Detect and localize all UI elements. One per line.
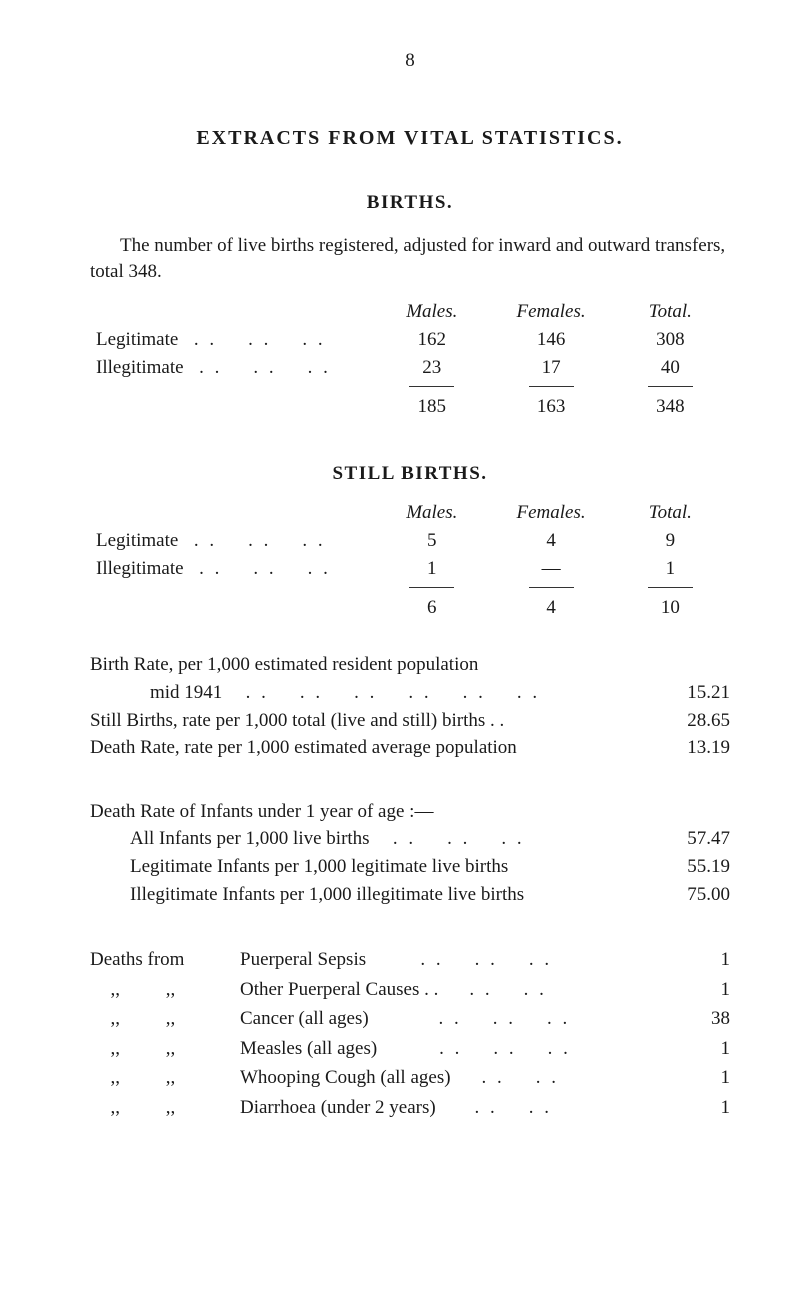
- rate-value: 15.21: [640, 680, 730, 706]
- rate-row: All Infants per 1,000 live births . . . …: [90, 826, 730, 852]
- table-header-row: Males. Females. Total.: [90, 499, 730, 527]
- ditto: ,, ,,: [90, 1063, 240, 1092]
- rate-label: Still Births, rate per 1,000 total (live…: [90, 708, 640, 734]
- totals-row: 185 163 348: [90, 393, 730, 421]
- rate-label: Death Rate, rate per 1,000 estimated ave…: [90, 735, 640, 761]
- deaths-value: 1: [660, 1034, 730, 1063]
- deaths-row: ,, ,, Measles (all ages) . . . . . . 1: [90, 1034, 730, 1063]
- cell: 163: [491, 393, 610, 421]
- main-title: EXTRACTS FROM VITAL STATISTICS.: [90, 127, 730, 150]
- col-total: Total.: [611, 298, 730, 326]
- cell: 23: [372, 354, 491, 382]
- rate-row: Illegitimate Infants per 1,000 illegitim…: [90, 882, 730, 908]
- deaths-cause: Measles (all ages) . . . . . .: [240, 1034, 660, 1063]
- ditto: ,, ,,: [90, 1004, 240, 1033]
- deaths-row: ,, ,, Cancer (all ages) . . . . . . 38: [90, 1004, 730, 1033]
- cell: 1: [611, 555, 730, 583]
- infant-deaths-heading: Death Rate of Infants under 1 year of ag…: [90, 799, 730, 825]
- rate-row: Death Rate, rate per 1,000 estimated ave…: [90, 735, 730, 761]
- rate-row: Birth Rate, per 1,000 estimated resident…: [90, 652, 730, 678]
- cell: —: [491, 555, 610, 583]
- rate-label: Birth Rate, per 1,000 estimated resident…: [90, 652, 640, 678]
- rate-value: 55.19: [640, 854, 730, 880]
- cell: 1: [372, 555, 491, 583]
- rate-row: Legitimate Infants per 1,000 legitimate …: [90, 854, 730, 880]
- row-label: Illegitimate . . . . . .: [90, 354, 372, 382]
- deaths-from-block: Deaths from Puerperal Sepsis . . . . . .…: [90, 945, 730, 1122]
- rate-value: 75.00: [640, 882, 730, 908]
- cell: 185: [372, 393, 491, 421]
- row-label: Illegitimate . . . . . .: [90, 555, 372, 583]
- deaths-row: ,, ,, Diarrhoea (under 2 years) . . . . …: [90, 1093, 730, 1122]
- cell: 10: [611, 594, 730, 622]
- deaths-value: 1: [660, 975, 730, 1004]
- table-row: Illegitimate . . . . . . 1 — 1: [90, 555, 730, 583]
- cell: 9: [611, 527, 730, 555]
- rule-row: [90, 583, 730, 594]
- rate-label: Illegitimate Infants per 1,000 illegitim…: [130, 882, 640, 908]
- deaths-cause: Cancer (all ages) . . . . . .: [240, 1004, 660, 1033]
- cell: 6: [372, 594, 491, 622]
- col-females: Females.: [491, 499, 610, 527]
- cell: 308: [611, 326, 730, 354]
- rate-row: Still Births, rate per 1,000 total (live…: [90, 708, 730, 734]
- cell: 146: [491, 326, 610, 354]
- still-births-table: Males. Females. Total. Legitimate . . . …: [90, 499, 730, 622]
- row-label: Legitimate . . . . . .: [90, 326, 372, 354]
- deaths-value: 1: [660, 1063, 730, 1092]
- totals-row: 6 4 10: [90, 594, 730, 622]
- ditto: ,, ,,: [90, 975, 240, 1004]
- deaths-row: ,, ,, Whooping Cough (all ages) . . . . …: [90, 1063, 730, 1092]
- deaths-value: 1: [660, 1093, 730, 1122]
- rates-block: Birth Rate, per 1,000 estimated resident…: [90, 652, 730, 761]
- cell: 348: [611, 393, 730, 421]
- cell: 40: [611, 354, 730, 382]
- deaths-row: Deaths from Puerperal Sepsis . . . . . .…: [90, 945, 730, 974]
- deaths-value: 38: [660, 1004, 730, 1033]
- rate-value: 13.19: [640, 735, 730, 761]
- rate-value: 57.47: [640, 826, 730, 852]
- ditto: ,, ,,: [90, 1093, 240, 1122]
- cell: 5: [372, 527, 491, 555]
- cell: 162: [372, 326, 491, 354]
- row-label: Legitimate . . . . . .: [90, 527, 372, 555]
- births-heading: BIRTHS.: [90, 192, 730, 214]
- still-births-heading: STILL BIRTHS.: [90, 463, 730, 485]
- deaths-value: 1: [660, 945, 730, 974]
- rule-row: [90, 382, 730, 393]
- cell: 4: [491, 594, 610, 622]
- deaths-cause: Puerperal Sepsis . . . . . .: [240, 945, 660, 974]
- deaths-row: ,, ,, Other Puerperal Causes . . . . . .…: [90, 975, 730, 1004]
- rate-label: All Infants per 1,000 live births . . . …: [130, 826, 640, 852]
- col-total: Total.: [611, 499, 730, 527]
- rate-label: mid 1941 . . . . . . . . . . . .: [150, 680, 640, 706]
- deaths-lead: Deaths from: [90, 945, 240, 974]
- table-row: Illegitimate . . . . . . 23 17 40: [90, 354, 730, 382]
- page: 8 EXTRACTS FROM VITAL STATISTICS. BIRTHS…: [0, 0, 800, 1182]
- table-row: Legitimate . . . . . . 162 146 308: [90, 326, 730, 354]
- page-number: 8: [90, 50, 730, 72]
- births-table: Males. Females. Total. Legitimate . . . …: [90, 298, 730, 421]
- rate-label: Legitimate Infants per 1,000 legitimate …: [130, 854, 640, 880]
- table-header-row: Males. Females. Total.: [90, 298, 730, 326]
- cell: 4: [491, 527, 610, 555]
- col-females: Females.: [491, 298, 610, 326]
- rate-row-continuation: mid 1941 . . . . . . . . . . . . 15.21: [90, 680, 730, 706]
- births-intro: The number of live births registered, ad…: [90, 233, 730, 284]
- ditto: ,, ,,: [90, 1034, 240, 1063]
- rate-value: 28.65: [640, 708, 730, 734]
- deaths-cause: Diarrhoea (under 2 years) . . . .: [240, 1093, 660, 1122]
- cell: 17: [491, 354, 610, 382]
- col-males: Males.: [372, 499, 491, 527]
- deaths-cause: Whooping Cough (all ages) . . . .: [240, 1063, 660, 1092]
- table-row: Legitimate . . . . . . 5 4 9: [90, 527, 730, 555]
- col-males: Males.: [372, 298, 491, 326]
- deaths-cause: Other Puerperal Causes . . . . . .: [240, 975, 660, 1004]
